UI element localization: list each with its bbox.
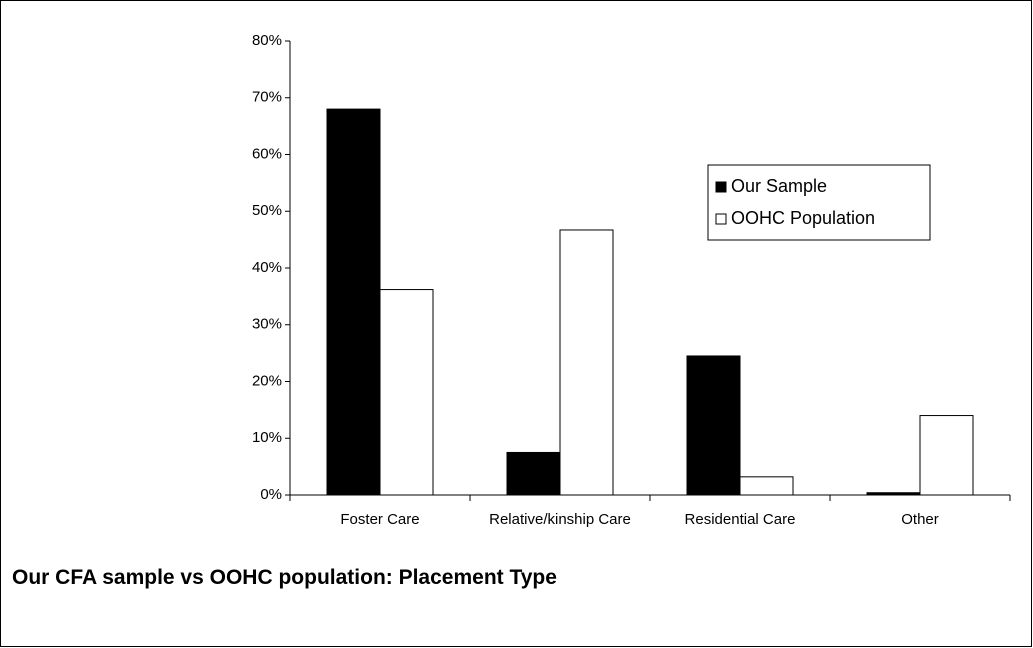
bar <box>739 476 794 496</box>
y-tick-label: 80% <box>252 32 282 49</box>
y-tick-label: 60% <box>252 145 282 162</box>
bar <box>866 492 921 496</box>
x-tick-label: Relative/kinship Care <box>489 511 631 528</box>
y-tick-label: 10% <box>252 429 282 446</box>
legend-label: Our Sample <box>731 176 827 196</box>
y-tick-label: 20% <box>252 372 282 389</box>
y-tick-label: 40% <box>252 259 282 276</box>
y-tick-label: 0% <box>260 486 282 503</box>
x-tick-label: Residential Care <box>684 511 796 528</box>
bar <box>686 355 741 496</box>
y-tick-label: 30% <box>252 316 282 333</box>
y-tick-label: 70% <box>252 89 282 106</box>
bar <box>379 289 434 496</box>
legend-label: OOHC Population <box>731 208 875 228</box>
legend-box <box>707 164 931 241</box>
legend-swatch <box>715 213 727 225</box>
y-tick-label: 50% <box>252 202 282 219</box>
x-tick-label: Other <box>901 511 939 528</box>
bar <box>326 108 381 496</box>
x-tick-label: Foster Care <box>340 511 420 528</box>
bar <box>559 229 614 496</box>
bar <box>919 415 974 496</box>
bar <box>506 451 561 496</box>
legend-swatch <box>715 181 727 193</box>
chart-title: Our CFA sample vs OOHC population: Place… <box>12 566 557 589</box>
